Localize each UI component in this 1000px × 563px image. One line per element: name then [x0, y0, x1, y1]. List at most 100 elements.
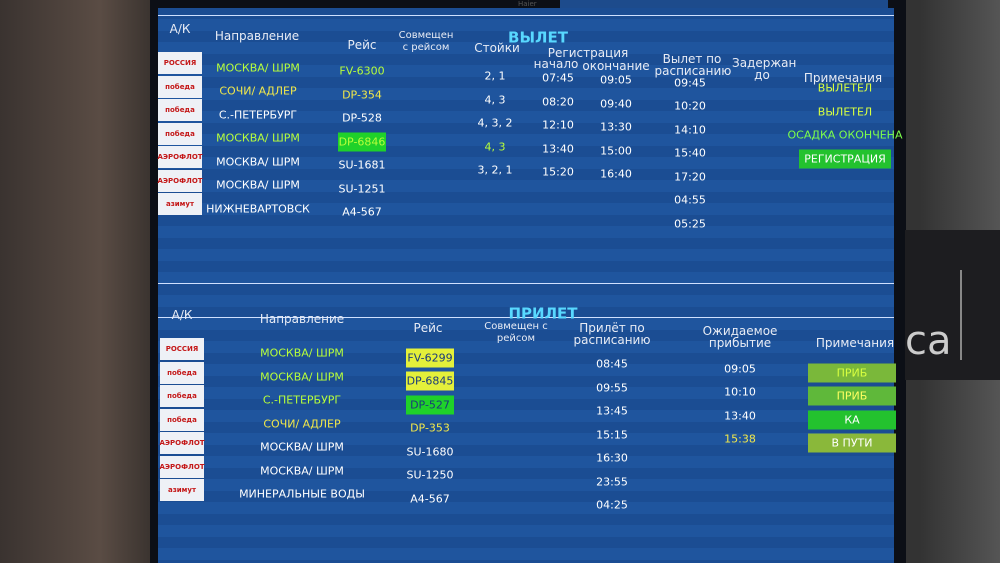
- airline-logo: азимут: [160, 479, 204, 502]
- destination: МОСКВА/ ШРМ: [216, 131, 300, 145]
- counters: 3, 2, 1: [477, 163, 513, 177]
- flight-number: DP-353: [410, 421, 450, 435]
- airline-logo: победа: [160, 385, 204, 408]
- scheduled-time: 16:30: [596, 451, 628, 465]
- airline-logo: АЭРОФЛОТ: [157, 146, 203, 169]
- wall-sign: ca: [905, 230, 1000, 380]
- expected-time: 13:40: [724, 409, 756, 423]
- checkin-start: 13:40: [542, 142, 574, 156]
- flight-number: A4-567: [410, 492, 450, 506]
- airline-logo: победа: [160, 408, 204, 431]
- scheduled-time: 05:25: [674, 217, 706, 231]
- scheduled-time: 15:40: [674, 146, 706, 160]
- sign-divider: [960, 270, 962, 360]
- separator: [158, 15, 894, 16]
- header: Прилёт по расписанию: [573, 321, 651, 348]
- checkin-start: 08:20: [542, 95, 574, 109]
- destination: СОЧИ/ АДЛЕР: [263, 417, 341, 431]
- checkin-end: 09:05: [600, 73, 632, 87]
- destination: МОСКВА/ ШРМ: [216, 155, 300, 169]
- flight-number: SU-1681: [338, 158, 386, 172]
- flight-number: SU-1251: [338, 182, 386, 196]
- destination: С.-ПЕТЕРБУРГ: [262, 393, 342, 407]
- remark-highlight: [808, 386, 896, 406]
- flight-number-highlight: [406, 395, 454, 415]
- airline-logo: РОССИЯ: [158, 52, 202, 75]
- flight-number: A4-567: [342, 205, 382, 219]
- flight-number: FV-6300: [339, 64, 385, 78]
- airline-logo: РОССИЯ: [160, 338, 204, 361]
- flight-number: SU-1680: [406, 445, 454, 459]
- section-title: ПРИЛЕТ: [508, 304, 578, 323]
- scheduled-time: 23:55: [596, 475, 628, 489]
- flight-number: DP-354: [342, 88, 382, 102]
- checkin-end: 16:40: [600, 167, 632, 181]
- expected-time: 15:38: [724, 432, 756, 446]
- destination: МОСКВА/ ШРМ: [216, 178, 300, 192]
- separator: [158, 317, 894, 318]
- remark: КА: [844, 413, 860, 427]
- remark-highlight: [808, 363, 896, 383]
- remark: ПРИБ: [836, 366, 868, 380]
- airline-logo: победа: [158, 122, 202, 145]
- remark-highlight: [808, 410, 896, 430]
- expected-time: 10:10: [724, 385, 756, 399]
- scheduled-time: 14:10: [674, 123, 706, 137]
- destination: МИНЕРАЛЬНЫЕ ВОДЫ: [239, 487, 365, 501]
- counters: 4, 3: [484, 93, 506, 107]
- counters: 2, 1: [484, 69, 506, 83]
- remark-highlight: [808, 433, 896, 453]
- flight-number-highlight: [338, 132, 386, 152]
- destination: МОСКВА/ ШРМ: [260, 440, 344, 454]
- destination: НИЖНЕВАРТОВСК: [206, 202, 310, 216]
- flight-number: DP-6845: [406, 374, 454, 388]
- flight-number: SU-1250: [406, 468, 454, 482]
- header: Примечания: [815, 335, 895, 350]
- destination: МОСКВА/ ШРМ: [260, 464, 344, 478]
- scheduled-time: 08:45: [596, 357, 628, 371]
- airline-logo: АЭРОФЛОТ: [157, 169, 203, 192]
- destination: МОСКВА/ ШРМ: [260, 346, 344, 360]
- scheduled-time: 09:55: [596, 381, 628, 395]
- flight-board: ВЫЛЕТ А/К Направление Рейс Совмещен с рейсом…: [157, 8, 902, 563]
- remark: ВЫЛЕТЕЛ: [817, 81, 873, 95]
- airline-logo: азимут: [158, 193, 202, 216]
- header: Совмещен с рейсом: [398, 29, 454, 53]
- header: окончание: [582, 59, 650, 74]
- flight-number-highlight: [406, 371, 454, 391]
- flight-number: DP-528: [342, 111, 382, 125]
- header: Направление: [214, 28, 300, 43]
- flight-number: FV-6299: [407, 351, 453, 365]
- flight-number-highlight: [406, 348, 454, 368]
- scheduled-time: 15:15: [596, 428, 628, 442]
- header: Стойки: [474, 41, 520, 56]
- header: начало: [533, 57, 579, 72]
- section-title: ВЫЛЕТ: [508, 28, 568, 47]
- remark: В ПУТИ: [831, 436, 873, 450]
- scheduled-time: 04:25: [596, 498, 628, 512]
- airline-logo: победа: [160, 361, 204, 384]
- scheduled-time: 10:20: [674, 99, 706, 113]
- header: Рейс: [413, 320, 443, 335]
- destination: С.-ПЕТЕРБУРГ: [218, 108, 298, 122]
- checkin-start: 15:20: [542, 165, 574, 179]
- header: Задержан до: [732, 56, 797, 83]
- header: Вылет по расписанию: [654, 51, 732, 78]
- counters: 4, 3, 2: [477, 116, 513, 130]
- counters: 4, 3: [484, 140, 506, 154]
- sign-text: ca: [905, 318, 952, 364]
- scheduled-time: 04:55: [674, 193, 706, 207]
- checkin-start: 12:10: [542, 118, 574, 132]
- airline-logo: АЭРОФЛОТ: [159, 432, 205, 455]
- remark-highlight: [799, 149, 891, 169]
- airline-logo: победа: [158, 75, 202, 98]
- header: Регистрация: [547, 46, 629, 61]
- destination: МОСКВА/ ШРМ: [216, 61, 300, 75]
- checkin-end: 09:40: [600, 97, 632, 111]
- remark: ВЫЛЕТЕЛ: [817, 105, 873, 119]
- flight-number: DP-527: [410, 398, 450, 412]
- destination: МОСКВА/ ШРМ: [260, 370, 344, 384]
- scheduled-time: 09:45: [674, 76, 706, 90]
- checkin-end: 15:00: [600, 144, 632, 158]
